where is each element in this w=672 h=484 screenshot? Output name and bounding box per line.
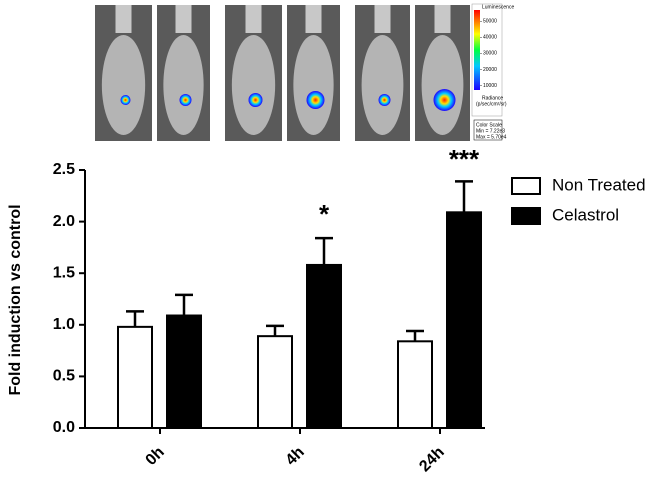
bar	[257, 335, 293, 430]
significance: *	[319, 199, 330, 229]
scale-title: Color Scale	[476, 122, 502, 128]
error-bar	[406, 329, 424, 342]
holder	[115, 5, 132, 33]
signal	[306, 91, 325, 109]
signal	[179, 94, 192, 106]
scale-box	[473, 119, 503, 141]
bar	[166, 314, 202, 429]
legend-label: Non Treated	[552, 175, 646, 194]
y-tick-label: 2.5	[53, 161, 75, 178]
error-bar	[126, 310, 144, 327]
x-tick-label: 0h	[143, 444, 168, 469]
bar	[446, 211, 482, 429]
colorbar-tick-label: 50000	[483, 19, 497, 25]
mouse-body	[231, 35, 276, 135]
bar	[397, 340, 433, 430]
colorbar	[474, 10, 480, 90]
error-bar	[455, 180, 473, 213]
mouse-images	[95, 5, 470, 141]
colorbar-unit-title: Radiance	[482, 95, 503, 101]
y-axis-label: Fold induction vs control	[7, 204, 24, 395]
mouse-body	[421, 35, 464, 135]
scale-min: Min = 7.22e3	[476, 128, 505, 134]
mouse-body	[293, 35, 334, 135]
y-tick-label: 1.0	[53, 316, 75, 333]
error-bar	[315, 236, 333, 265]
y-tick-label: 1.5	[53, 264, 75, 281]
significance: ***	[449, 144, 480, 174]
holder	[305, 5, 322, 33]
colorbar-tick-label: 40000	[483, 35, 497, 41]
error-bar	[266, 324, 284, 337]
signal	[378, 94, 391, 106]
x-tick-label: 24h	[416, 444, 448, 476]
holder	[245, 5, 262, 33]
colorbar-tick-label: 10000	[483, 83, 497, 89]
signal	[248, 93, 263, 107]
legend-label: Celastrol	[552, 205, 619, 224]
legend-swatch	[511, 177, 541, 195]
y-tick-label: 0.0	[53, 419, 75, 436]
bar	[306, 263, 342, 429]
x-tick-label: 4h	[283, 444, 308, 469]
signal	[433, 89, 456, 111]
bar	[117, 325, 153, 430]
colorbar-title: Luminescence	[482, 4, 514, 10]
signal	[120, 95, 131, 105]
mouse-body	[361, 35, 404, 135]
colorbar-tick-label: 20000	[483, 67, 497, 73]
y-tick-label: 2.0	[53, 213, 75, 230]
holder	[374, 5, 391, 33]
holder	[175, 5, 192, 33]
error-bar	[175, 293, 193, 316]
y-tick-label: 0.5	[53, 368, 75, 385]
mouse-body	[101, 35, 146, 135]
colorbar-tick-label: 30000	[483, 51, 497, 57]
scale-max: Max = 5.70e4	[476, 134, 507, 140]
mouse-body	[163, 35, 204, 135]
colorbar-unit: (p/sec/cm²/sr)	[476, 101, 507, 107]
legend-swatch	[511, 207, 541, 225]
holder	[434, 5, 451, 33]
